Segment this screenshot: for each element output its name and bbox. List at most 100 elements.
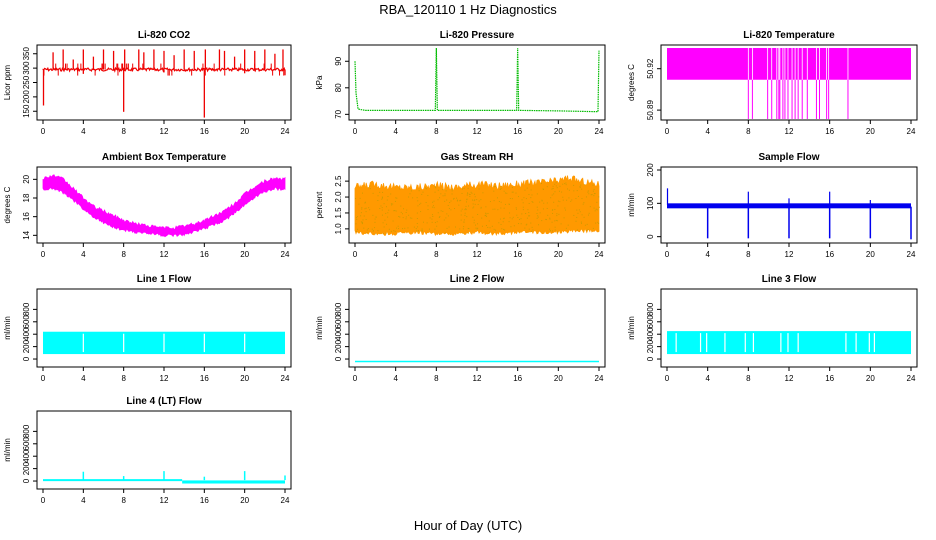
rh-point	[422, 221, 424, 223]
rh-point	[557, 205, 559, 207]
rh-point	[589, 206, 591, 208]
rh-point	[367, 228, 369, 230]
rh-point	[427, 205, 429, 207]
rh-point	[504, 229, 506, 231]
y-tick-label: 400	[22, 327, 31, 341]
rh-point	[545, 219, 547, 221]
rh-point	[472, 207, 474, 209]
rh-point	[515, 208, 517, 210]
rh-point	[463, 187, 465, 189]
chart-title: Li-820 Temperature	[743, 30, 835, 41]
chart-title: Line 1 Flow	[137, 274, 192, 285]
rh-point	[503, 228, 505, 230]
rh-point	[361, 192, 363, 194]
x-tick-label: 24	[281, 374, 290, 383]
rh-point	[551, 209, 553, 211]
chart-sample-flow: Sample Flow ml/min 0 4 8 12 16 20 24 0 100 200	[627, 152, 918, 259]
rh-point	[405, 211, 407, 213]
rh-point	[521, 199, 523, 201]
rh-point	[466, 216, 468, 218]
rh-point	[525, 224, 527, 226]
rh-point	[576, 216, 578, 218]
rh-point	[480, 199, 482, 201]
rh-point	[508, 221, 510, 223]
rh-point	[450, 200, 452, 202]
rh-point	[382, 222, 384, 224]
rh-point	[381, 198, 383, 200]
y-axis-label: kPa	[315, 75, 324, 89]
rh-point	[433, 205, 435, 207]
rh-point	[550, 197, 552, 199]
rh-point	[503, 218, 505, 220]
rh-point	[459, 200, 461, 202]
rh-point	[355, 217, 357, 219]
rh-point	[451, 193, 453, 195]
y-tick-label: 200	[646, 339, 655, 353]
x-tick-label: 24	[907, 374, 916, 383]
rh-point	[470, 191, 472, 193]
rh-point	[549, 230, 551, 232]
rh-point	[446, 213, 448, 215]
rh-point	[509, 198, 511, 200]
rh-point	[466, 199, 468, 201]
x-tick-label: 12	[160, 250, 169, 259]
rh-point	[580, 184, 582, 186]
rh-point	[498, 201, 500, 203]
rh-point	[445, 217, 447, 219]
rh-point	[374, 218, 376, 220]
chart-title: Li-820 CO2	[138, 30, 191, 41]
rh-point	[390, 193, 392, 195]
rh-point	[596, 209, 598, 211]
rh-point	[460, 219, 462, 221]
rh-point	[381, 196, 383, 198]
rh-point	[509, 212, 511, 214]
rh-point	[469, 195, 471, 197]
x-tick-label: 24	[907, 127, 916, 136]
rh-point	[499, 188, 501, 190]
rh-point	[556, 213, 558, 215]
rh-point	[585, 230, 587, 232]
rh-point	[503, 190, 505, 192]
rh-point	[509, 217, 511, 219]
rh-point	[577, 195, 579, 197]
rh-point	[478, 188, 480, 190]
x-tick-label: 12	[473, 127, 482, 136]
rh-point	[557, 231, 559, 233]
rh-point	[532, 229, 534, 231]
rh-point	[530, 189, 532, 191]
rh-point	[439, 215, 441, 217]
rh-point	[478, 200, 480, 202]
rh-point	[526, 187, 528, 189]
rh-point	[361, 207, 363, 209]
x-tick-label: 8	[121, 250, 126, 259]
rh-point	[374, 227, 376, 229]
rh-point	[457, 199, 459, 201]
rh-point	[506, 192, 508, 194]
rh-point	[419, 203, 421, 205]
rh-point	[556, 220, 558, 222]
rh-point	[497, 209, 499, 211]
rh-point	[566, 199, 568, 201]
rh-point	[494, 186, 496, 188]
chart-title: Line 3 Flow	[762, 274, 817, 285]
rh-point	[563, 217, 565, 219]
x-tick-label: 20	[554, 127, 563, 136]
rh-point	[434, 191, 436, 193]
plot-area	[667, 331, 911, 355]
x-tick-label: 20	[554, 374, 563, 383]
rh-point	[570, 200, 572, 202]
x-tick-label: 16	[200, 250, 209, 259]
rh-point	[536, 212, 538, 214]
rh-point	[415, 230, 417, 232]
rh-point	[546, 207, 548, 209]
rh-point	[526, 223, 528, 225]
rh-point	[527, 209, 529, 211]
rh-point	[592, 227, 594, 229]
rh-point	[417, 230, 419, 232]
rh-point	[387, 212, 389, 214]
rh-point	[383, 203, 385, 205]
rh-point	[361, 223, 363, 225]
rh-point	[372, 214, 374, 216]
y-tick-label: 400	[646, 327, 655, 341]
y-axis-label: ml/min	[627, 316, 636, 340]
